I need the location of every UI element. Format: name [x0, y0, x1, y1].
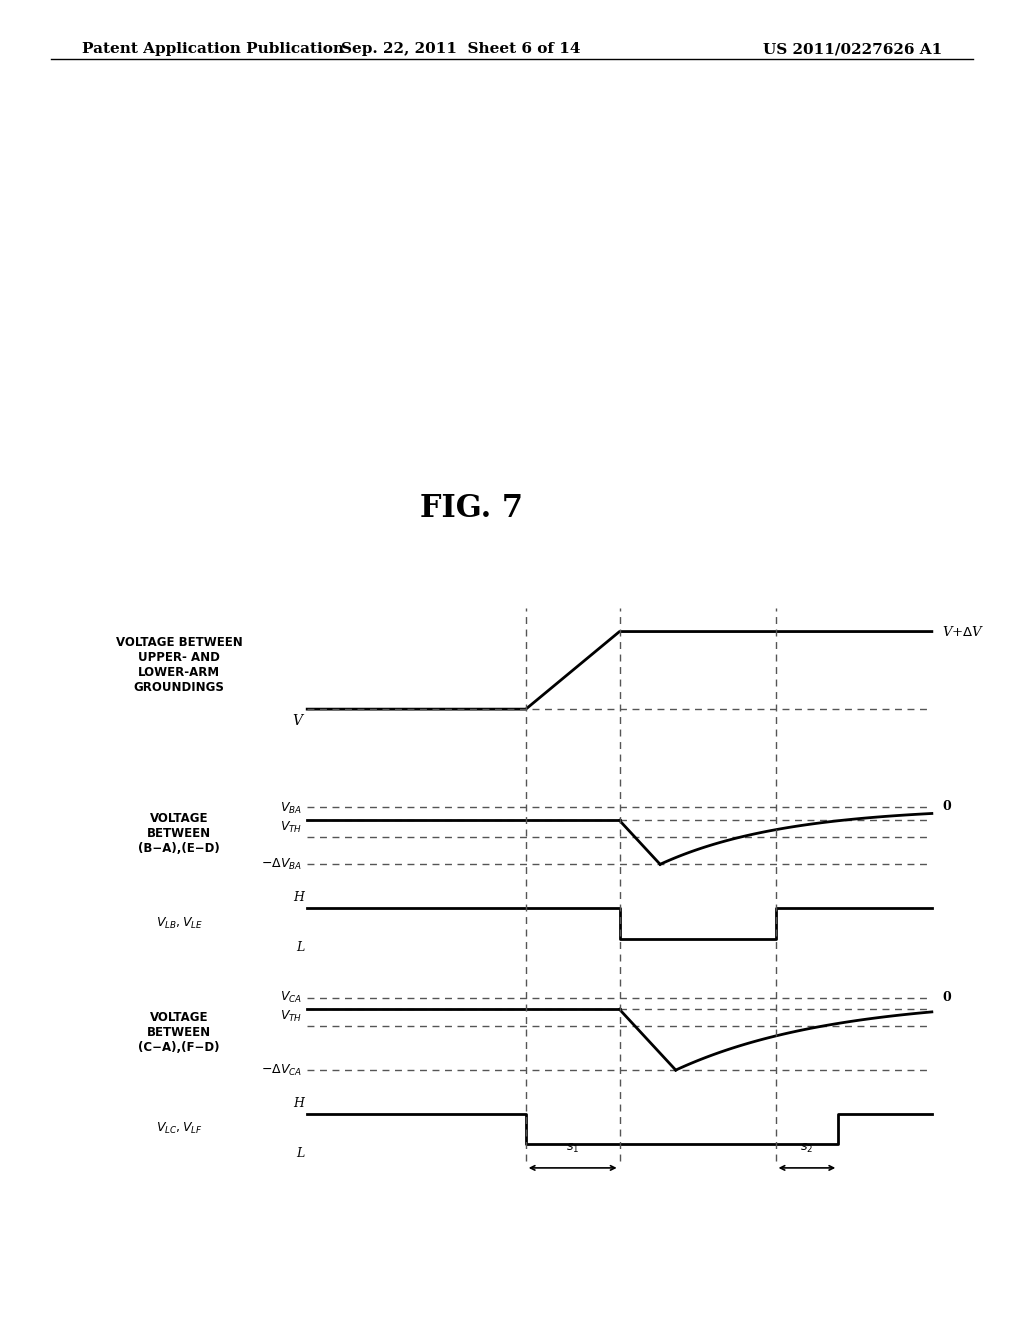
Text: $V_{LC},V_{LF}$: $V_{LC},V_{LF}$ — [156, 1121, 203, 1137]
Text: $V_{TH}$: $V_{TH}$ — [280, 820, 302, 834]
Text: H: H — [293, 1097, 304, 1110]
Text: US 2011/0227626 A1: US 2011/0227626 A1 — [763, 42, 942, 57]
Text: $V_{TH}$: $V_{TH}$ — [280, 1008, 302, 1023]
Text: Patent Application Publication: Patent Application Publication — [82, 42, 344, 57]
Text: VOLTAGE
BETWEEN
(B−A),(E−D): VOLTAGE BETWEEN (B−A),(E−D) — [138, 812, 220, 855]
Text: VOLTAGE BETWEEN
UPPER- AND
LOWER-ARM
GROUNDINGS: VOLTAGE BETWEEN UPPER- AND LOWER-ARM GRO… — [116, 636, 243, 694]
Text: FIG. 7: FIG. 7 — [420, 492, 522, 524]
Text: $-\Delta V_{BA}$: $-\Delta V_{BA}$ — [261, 857, 302, 871]
Text: L: L — [296, 941, 304, 954]
Text: H: H — [293, 891, 304, 904]
Text: V+$\Delta$V: V+$\Delta$V — [942, 624, 984, 639]
Text: $s_2$: $s_2$ — [801, 1142, 813, 1155]
Text: VOLTAGE
BETWEEN
(C−A),(F−D): VOLTAGE BETWEEN (C−A),(F−D) — [138, 1011, 220, 1055]
Text: $V_{BA}$: $V_{BA}$ — [281, 801, 302, 817]
Text: $s_1$: $s_1$ — [566, 1142, 580, 1155]
Text: Sep. 22, 2011  Sheet 6 of 14: Sep. 22, 2011 Sheet 6 of 14 — [341, 42, 581, 57]
Text: 0: 0 — [942, 991, 951, 1005]
Text: L: L — [296, 1147, 304, 1160]
Text: $V_{CA}$: $V_{CA}$ — [280, 990, 302, 1006]
Text: V: V — [292, 714, 302, 729]
Text: $-\Delta V_{CA}$: $-\Delta V_{CA}$ — [261, 1063, 302, 1077]
Text: 0: 0 — [942, 800, 951, 813]
Text: $V_{LB},V_{LE}$: $V_{LB},V_{LE}$ — [156, 916, 203, 931]
